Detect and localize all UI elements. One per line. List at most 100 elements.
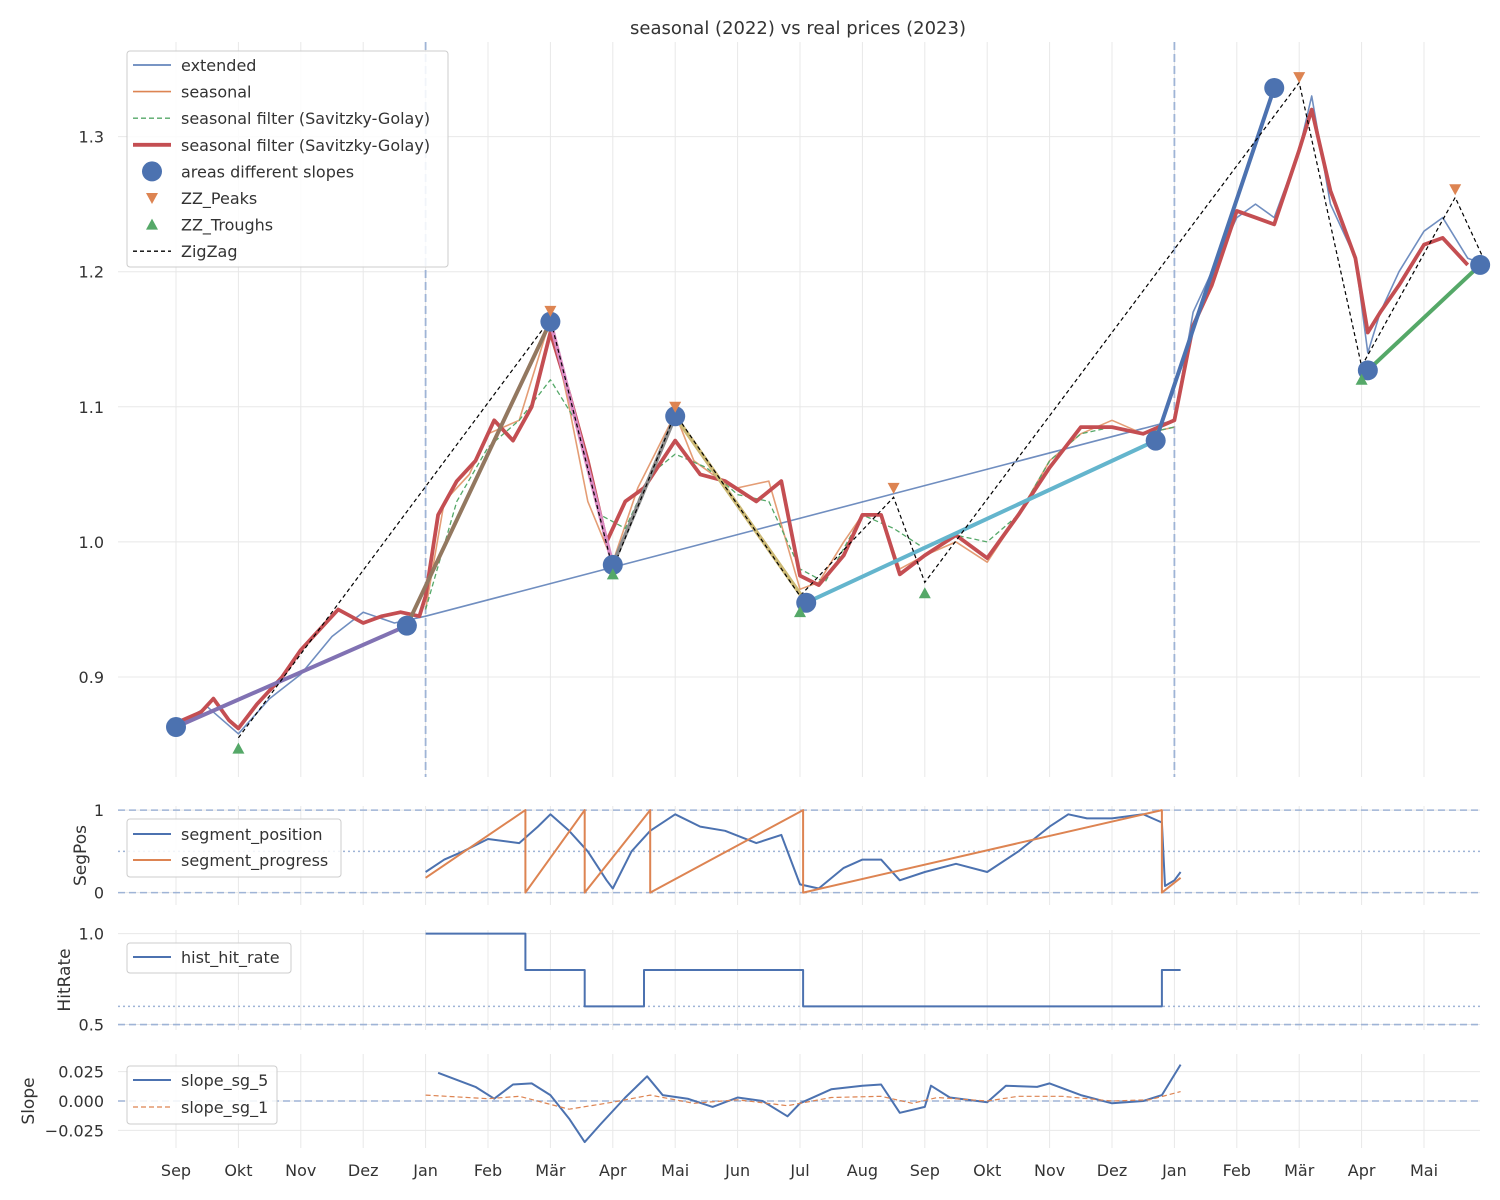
legend: hist_hit_rate — [126, 942, 292, 974]
x-tick-label: Apr — [1348, 1161, 1376, 1180]
slope-segment — [1365, 262, 1483, 373]
zz-trough-marker — [794, 606, 806, 618]
x-tick-label: Aug — [847, 1161, 878, 1180]
x-tick-label: Mär — [535, 1161, 566, 1180]
legend-entry-label: seasonal — [181, 83, 252, 102]
x-tick-label: Okt — [224, 1161, 252, 1180]
legend-entry-label: ZigZag — [181, 242, 237, 261]
x-tick-label: Nov — [285, 1161, 316, 1180]
zz-peak-marker — [1293, 72, 1306, 84]
y-tick-label: 1 — [94, 801, 104, 820]
series-line — [175, 107, 1470, 731]
legend-entry-label: seasonal filter (Savitzky-Golay) — [181, 136, 430, 155]
legend-swatch — [146, 193, 158, 204]
x-tick-label: Sep — [910, 1161, 940, 1180]
legend-entry-label: ZZ_Troughs — [181, 216, 273, 236]
y-tick-label: 1.2 — [79, 263, 104, 282]
x-tick-label: Jun — [724, 1161, 750, 1180]
marker-layer — [166, 72, 1491, 754]
slope-area-marker — [540, 311, 561, 332]
series-line — [425, 809, 1182, 894]
zz-peak-marker — [1449, 184, 1462, 196]
slope-segment — [548, 319, 615, 567]
legend-layer: extended seasonal seasonal filter (Savitzk… — [126, 50, 449, 1125]
legend-swatch — [142, 161, 162, 182]
slope-segment — [673, 414, 809, 605]
y-tick-label: 0 — [94, 884, 104, 903]
x-tick-label: Mai — [661, 1161, 689, 1180]
zz-trough-marker — [918, 587, 931, 599]
legend-entry-label: ZZ_Peaks — [181, 189, 257, 209]
x-tick-label: Jul — [789, 1161, 809, 1180]
x-tick-label: Mai — [1410, 1161, 1438, 1180]
series-line — [424, 379, 1175, 610]
y-tick-label: 0.9 — [79, 668, 104, 687]
y-axis-label: Slope — [19, 1077, 39, 1124]
x-tick-label: Jan — [412, 1161, 438, 1180]
y-tick-label: 1.1 — [79, 398, 104, 417]
legend-entry-label: slope_sg_1 — [181, 1098, 268, 1118]
legend-entry-label: segment_progress — [181, 851, 328, 871]
legend-frame — [126, 50, 449, 268]
y-tick-label: 0.5 — [79, 1016, 104, 1035]
x-tick-label: Feb — [474, 1161, 502, 1180]
zz-peak-marker — [544, 305, 557, 317]
slope-area-marker — [166, 717, 186, 738]
slope-area-marker — [1145, 430, 1166, 451]
x-tick-label: Dez — [1097, 1161, 1128, 1180]
zigzag-line — [237, 81, 1487, 739]
legend-frame — [126, 942, 292, 974]
x-tick-label: Dez — [348, 1161, 379, 1180]
series-line — [425, 1091, 1181, 1110]
slope-segment — [1153, 85, 1277, 443]
y-tick-label: 0.025 — [58, 1063, 104, 1082]
zz-peak-marker — [887, 482, 900, 494]
x-tick-label: Nov — [1034, 1161, 1065, 1180]
x-tick-label: Okt — [973, 1161, 1001, 1180]
legend-entry-label: segment_position — [181, 825, 323, 845]
series-layer — [174, 81, 1487, 1144]
y-tick-label: 0.000 — [58, 1092, 104, 1111]
zz-peak-marker — [669, 401, 682, 413]
series-line — [425, 813, 1182, 890]
zz-trough-marker — [1355, 373, 1368, 385]
x-tick-label: Apr — [599, 1161, 627, 1180]
legend: slope_sg_5 slope_sg_1 — [126, 1065, 278, 1125]
x-tick-label: Jan — [1161, 1161, 1187, 1180]
slope-area-marker — [796, 592, 817, 613]
y-tick-label: 1.0 — [79, 925, 104, 944]
slope-area-marker — [602, 554, 623, 575]
chart-title: seasonal (2022) vs real prices (2023) — [630, 18, 966, 39]
zz-trough-marker — [232, 742, 245, 754]
slope-segment — [404, 319, 553, 628]
x-tick-label: Feb — [1223, 1161, 1251, 1180]
grid-layer — [118, 42, 1480, 1148]
y-tick-label: 1.3 — [79, 128, 104, 147]
axis-layer: 0.91.01.11.21.301SegPos0.51.0HitRate−0.0… — [19, 128, 1438, 1180]
legend-frame — [126, 818, 342, 878]
y-axis-label: HitRate — [55, 948, 75, 1011]
x-tick-label: Sep — [161, 1161, 191, 1180]
legend-entry-label: seasonal filter (Savitzky-Golay) — [181, 109, 430, 128]
legend-entry-label: extended — [181, 56, 256, 75]
y-tick-label: 1.0 — [79, 533, 104, 552]
legend-entry-label: hist_hit_rate — [181, 948, 280, 968]
zz-trough-marker — [606, 568, 619, 580]
slope-area-marker — [1470, 254, 1491, 275]
slope-area-marker — [1264, 77, 1285, 98]
slope-segment — [804, 438, 1158, 605]
slope-area-marker — [1357, 360, 1378, 381]
y-tick-label: −0.025 — [45, 1121, 104, 1140]
series-line — [437, 1064, 1182, 1144]
legend-entry-label: areas different slopes — [181, 162, 354, 181]
legend-entry-label: slope_sg_5 — [181, 1071, 268, 1091]
y-axis-label: SegPos — [71, 825, 91, 886]
series-line — [425, 932, 1181, 1008]
legend: extended seasonal seasonal filter (Savitzk… — [126, 50, 449, 268]
slope-area-marker — [396, 615, 417, 636]
legend-swatch — [146, 218, 158, 230]
legend: segment_position segment_progress — [126, 818, 342, 878]
slope-segment — [174, 623, 409, 730]
x-tick-label: Mär — [1284, 1161, 1315, 1180]
